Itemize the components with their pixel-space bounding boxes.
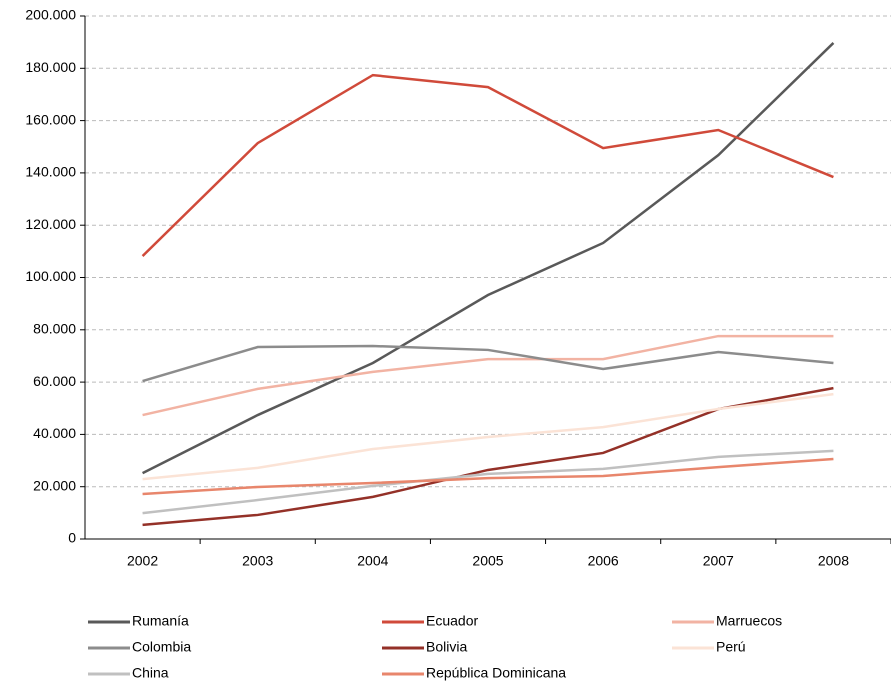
legend-label: Rumanía: [132, 613, 189, 629]
series-line: [142, 457, 834, 496]
y-tick-label: 20.000: [33, 477, 76, 493]
y-tick-label: 60.000: [33, 373, 76, 389]
series-line: [141, 73, 834, 257]
y-tick-label: 80.000: [33, 321, 76, 337]
series-line: [142, 344, 834, 383]
y-tick-label: 40.000: [33, 425, 76, 441]
legend-label: Marruecos: [716, 613, 782, 629]
series-line: [142, 449, 834, 515]
legend-label: Colombia: [132, 639, 191, 655]
legend-label: República Dominicana: [426, 665, 566, 681]
y-tick-label: 0: [68, 530, 76, 546]
legend-label: Bolivia: [426, 639, 467, 655]
x-tick-label: 2004: [357, 553, 388, 569]
y-tick-label: 160.000: [25, 111, 76, 127]
y-tick-label: 120.000: [25, 216, 76, 232]
series-line: [142, 334, 834, 417]
y-tick-label: 100.000: [25, 268, 76, 284]
y-tick-label: 200.000: [25, 7, 76, 23]
legend-label: Perú: [716, 639, 746, 655]
x-tick-label: 2006: [588, 553, 619, 569]
legend-label: China: [132, 665, 169, 681]
x-tick-label: 2002: [127, 553, 158, 569]
y-tick-label: 140.000: [25, 164, 76, 180]
x-tick-label: 2007: [703, 553, 734, 569]
series-line: [142, 42, 835, 475]
legend-label: Ecuador: [426, 613, 478, 629]
x-tick-label: 2005: [472, 553, 503, 569]
x-tick-label: 2003: [242, 553, 273, 569]
x-tick-label: 2008: [818, 553, 849, 569]
y-tick-label: 180.000: [25, 59, 76, 75]
series-line: [142, 392, 834, 481]
